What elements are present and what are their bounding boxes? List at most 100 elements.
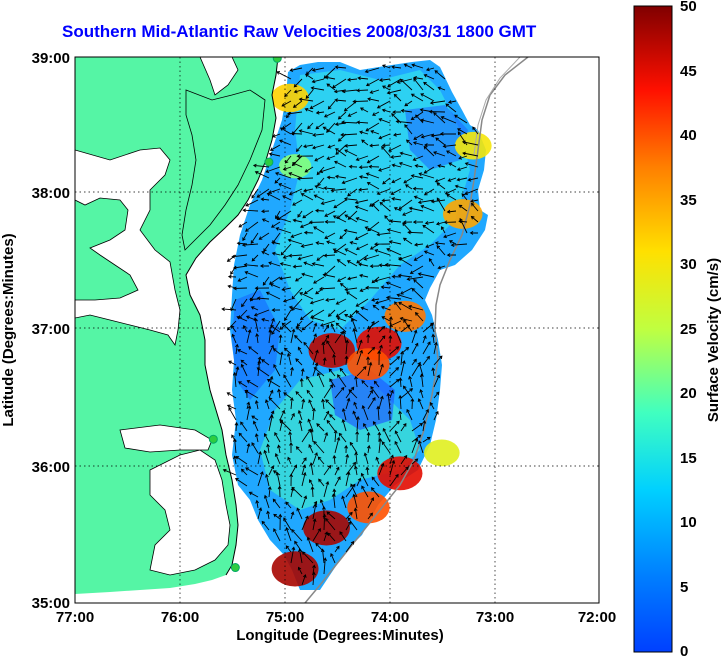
velocity-arrow <box>353 507 358 520</box>
velocity-arrow <box>422 419 427 432</box>
velocity-arrow <box>356 366 367 377</box>
velocity-arrow <box>366 333 371 344</box>
velocity-arrow <box>444 188 457 195</box>
velocity-arrow <box>296 507 303 520</box>
velocity-arrow <box>443 220 457 225</box>
velocity-arrow <box>302 210 314 219</box>
velocity-arrow <box>258 232 270 240</box>
velocity-arrow <box>443 232 457 239</box>
velocity-arrow <box>358 165 369 170</box>
velocity-arrow <box>274 171 292 179</box>
velocity-arrow <box>347 111 358 117</box>
velocity-arrow <box>312 333 318 344</box>
velocity-arrow <box>304 73 314 80</box>
velocity-arrow <box>345 397 351 410</box>
velocity-arrow <box>238 381 248 388</box>
velocity-arrow <box>299 309 314 321</box>
velocity-arrow <box>359 107 369 113</box>
velocity-arrow <box>312 528 321 542</box>
velocity-arrow <box>446 209 457 214</box>
velocity-arrow <box>268 414 274 432</box>
velocity-arrow <box>365 466 370 476</box>
velocity-arrow <box>271 240 281 245</box>
y-axis-title: Latitude (Degrees:Minutes) <box>0 233 17 426</box>
velocity-arrow <box>464 188 479 196</box>
velocity-arrow <box>289 397 294 410</box>
velocity-arrow <box>353 401 358 410</box>
velocity-arrow <box>320 199 336 206</box>
velocity-arrow <box>433 355 443 366</box>
velocity-arrow <box>334 160 347 168</box>
velocity-arrow <box>400 108 413 113</box>
velocity-arrow <box>365 285 380 290</box>
velocity-arrow <box>327 532 336 542</box>
velocity-arrow <box>322 513 327 531</box>
velocity-arrow <box>262 276 270 286</box>
velocity-arrow <box>397 273 413 278</box>
velocity-arrow <box>415 114 424 124</box>
velocity-arrow <box>384 262 402 267</box>
velocity-arrow <box>273 364 281 377</box>
velocity-arrow <box>282 166 292 171</box>
velocity-arrow <box>374 276 391 283</box>
velocity-arrow <box>310 86 325 91</box>
velocity-arrow <box>278 334 283 344</box>
station-markers <box>208 57 282 573</box>
velocity-arrow <box>254 433 259 443</box>
velocity-arrow <box>333 243 347 254</box>
x-tick-label: 74:00 <box>371 609 409 626</box>
velocity-arrow <box>413 133 424 140</box>
velocity-arrow <box>265 166 281 174</box>
velocity-arrow <box>398 161 413 168</box>
velocity-arrow <box>244 390 259 399</box>
velocity-arrow <box>309 100 325 109</box>
velocity-arrow <box>411 329 418 344</box>
velocity-arrow <box>313 440 325 454</box>
velocity-arrow <box>317 372 325 388</box>
velocity-arrow <box>357 76 369 81</box>
velocity-arrow <box>335 322 347 333</box>
velocity-arrow <box>253 317 259 333</box>
velocity-arrow <box>372 111 380 116</box>
velocity-arrow <box>300 243 314 248</box>
velocity-arrow <box>381 146 391 157</box>
velocity-arrow <box>241 298 248 308</box>
velocity-arrow <box>364 67 380 74</box>
velocity-arrow <box>386 247 402 256</box>
velocity-arrow <box>347 517 358 531</box>
y-tick-label: 36:00 <box>32 459 70 476</box>
velocity-arrow <box>316 423 325 432</box>
velocity-arrow <box>295 144 303 153</box>
velocity-arrow <box>377 350 382 366</box>
velocity-arrow <box>389 320 402 327</box>
velocity-arrow <box>398 199 413 210</box>
velocity-arrow <box>400 454 408 465</box>
velocity-arrow <box>236 315 248 322</box>
velocity-arrow <box>391 163 402 168</box>
velocity-arrow <box>311 78 325 84</box>
velocity-arrow <box>433 391 440 399</box>
velocity-arrow <box>295 446 303 454</box>
velocity-arrow <box>361 380 369 388</box>
velocity-arrow <box>345 453 350 465</box>
velocity-arrow <box>343 196 358 201</box>
velocity-arrow <box>313 276 325 284</box>
velocity-arrow <box>378 166 391 172</box>
velocity-arrow <box>406 276 424 281</box>
velocity-arrow <box>268 152 281 157</box>
velocity-arrow <box>324 232 336 239</box>
velocity-arrow <box>367 97 380 102</box>
velocity-arrow <box>339 367 347 377</box>
velocity-arrow <box>411 342 419 355</box>
velocity-arrow <box>372 304 380 311</box>
velocity-arrow <box>334 98 347 103</box>
velocity-arrow <box>334 476 341 487</box>
colorbar-tick: 20 <box>680 385 697 402</box>
velocity-arrow <box>352 493 358 509</box>
velocity-arrow <box>429 322 435 333</box>
velocity-arrow <box>288 253 303 258</box>
velocity-arrow <box>256 296 270 301</box>
velocity-arrow <box>290 328 296 344</box>
velocity-arrow <box>292 264 303 269</box>
